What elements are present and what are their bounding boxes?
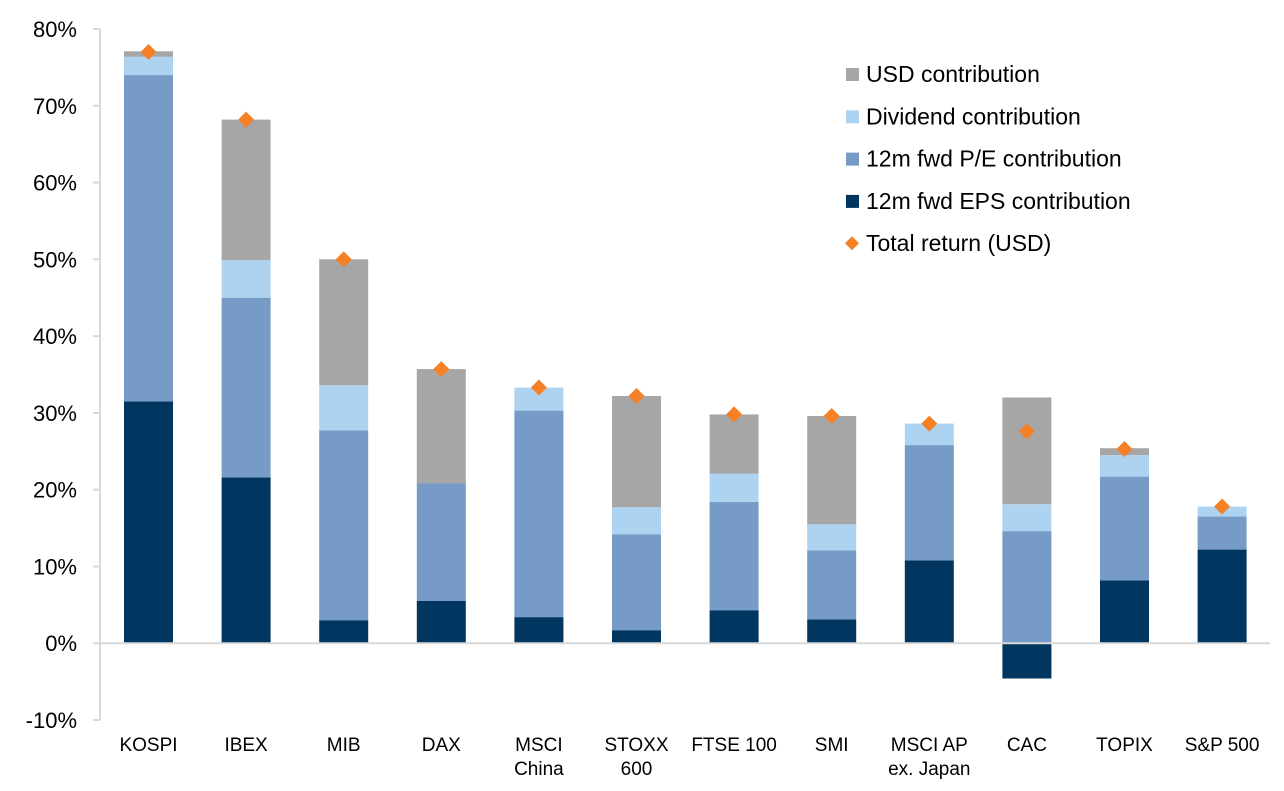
total-return-marker [921,415,938,432]
x-category-label: MSCI AP ex. Japan [888,735,970,780]
bar-segment-12m-fwd-p-e-contribution-stoxx-600 [612,534,661,631]
total-return-marker [1018,423,1035,440]
total-return-marker [335,251,352,268]
bar-segment-12m-fwd-eps-contribution-s-p-500 [1197,549,1247,644]
legend-label: USD contribution [866,61,1040,87]
bar-segment-dividend-contribution-stoxx-600 [612,507,661,535]
x-category-label: STOXX 600 [604,735,668,780]
total-return-markers [140,44,1231,515]
bar-segment-usd-contribution-ibex [221,119,271,261]
bar-segment-usd-contribution-smi [807,416,857,525]
legend-label: 12m fwd EPS contribution [866,188,1131,214]
bar-segment-dividend-contribution-mib [319,385,369,431]
bar-segment-12m-fwd-eps-contribution-dax [416,601,466,644]
bar-segment-12m-fwd-p-e-contribution-s-p-500 [1197,516,1247,550]
bars-layer [124,51,1247,679]
x-category-label: S&P 500 [1185,735,1260,756]
y-tick-label: 40% [33,324,77,349]
x-category-label: FTSE 100 [691,735,777,756]
bar-segment-12m-fwd-eps-contribution-msci-ap-ex-japan [904,560,954,644]
y-tick-label: 10% [33,554,77,579]
total-return-marker [140,44,157,61]
total-return-marker [823,407,840,424]
bar-segment-12m-fwd-eps-contribution-cac [1002,643,1052,679]
total-return-marker [1214,498,1231,515]
total-return-marker [1116,440,1133,457]
bar-segment-12m-fwd-p-e-contribution-msci-ap-ex-japan [904,445,954,561]
bar-segment-12m-fwd-eps-contribution-ftse-100 [709,610,759,644]
bar-segment-12m-fwd-p-e-contribution-topix [1100,476,1149,581]
legend-swatch-icon [846,152,859,166]
legend-label: Dividend contribution [866,103,1081,129]
bar-segment-dividend-contribution-msci-ap-ex-japan [904,423,954,446]
axes-layer [93,28,1270,721]
bar-segment-12m-fwd-eps-contribution-stoxx-600 [612,630,661,644]
y-tick-label: 20% [33,478,77,503]
y-tick-label: 50% [33,247,77,272]
total-return-marker [433,361,450,378]
legend-label: Total return (USD) [866,230,1051,256]
bar-segment-12m-fwd-p-e-contribution-ftse-100 [709,502,759,611]
bar-segment-12m-fwd-p-e-contribution-cac [1002,531,1052,644]
y-tick-label: 30% [33,401,77,426]
bar-segment-dividend-contribution-topix [1100,455,1149,477]
bar-segment-dividend-contribution-ftse-100 [709,473,759,502]
legend-swatch-icon [846,194,859,208]
total-return-marker [628,387,645,404]
x-category-label: MIB [327,735,361,756]
bar-segment-usd-contribution-ftse-100 [709,414,759,474]
legend-swatch-icon [846,110,859,124]
bar-segment-12m-fwd-p-e-contribution-ibex [221,297,271,478]
x-category-label: KOSPI [119,735,177,756]
x-category-label: IBEX [224,735,268,756]
total-return-marker [530,379,547,396]
bar-segment-12m-fwd-eps-contribution-topix [1100,580,1149,644]
total-return-marker [238,111,255,128]
bar-segment-12m-fwd-p-e-contribution-mib [319,430,369,621]
y-tick-label: 0% [45,631,77,656]
bar-segment-12m-fwd-eps-contribution-kospi [124,401,173,644]
bar-segment-12m-fwd-eps-contribution-mib [319,620,369,644]
x-category-label: DAX [422,735,461,756]
bar-segment-12m-fwd-p-e-contribution-msci-china [514,410,564,618]
x-category-label: CAC [1007,735,1047,756]
y-tick-label: 70% [33,94,77,119]
bar-segment-12m-fwd-eps-contribution-ibex [221,477,271,644]
bar-segment-usd-contribution-mib [319,259,369,386]
bar-segment-12m-fwd-eps-contribution-smi [807,619,857,644]
x-category-label: MSCI China [514,735,564,780]
x-category-label: SMI [815,735,849,756]
x-category-label: TOPIX [1096,735,1153,756]
legend-diamond-icon [845,236,859,251]
y-tick-labels: -10% 0% 10% 20% 30% 40% 50% 60% 70% 80% [26,17,77,733]
bar-segment-usd-contribution-cac [1002,397,1052,505]
bar-segment-12m-fwd-eps-contribution-msci-china [514,617,564,644]
x-category-labels: KOSPI IBEX MIB DAX MSCI China STOXX 600 FTSE 100… [119,735,1259,780]
total-return-marker [726,406,743,423]
bar-segment-dividend-contribution-cac [1002,504,1052,532]
bar-segment-usd-contribution-stoxx-600 [612,396,661,508]
bar-segment-dividend-contribution-smi [807,524,857,551]
bar-segment-12m-fwd-p-e-contribution-dax [416,483,466,601]
legend: USD contribution Dividend contribution 12m… [845,61,1131,256]
y-tick-label: -10% [26,708,77,733]
bar-segment-usd-contribution-dax [416,369,466,484]
y-tick-label: 80% [33,17,77,42]
y-tick-label: 60% [33,171,77,196]
bar-segment-dividend-contribution-ibex [221,260,271,298]
bar-segment-12m-fwd-p-e-contribution-kospi [124,75,173,402]
legend-label: 12m fwd P/E contribution [866,146,1122,172]
bar-segment-dividend-contribution-msci-china [514,387,564,411]
bar-segment-12m-fwd-p-e-contribution-smi [807,550,857,620]
legend-swatch-icon [846,68,859,81]
bar-segment-dividend-contribution-kospi [124,56,173,75]
